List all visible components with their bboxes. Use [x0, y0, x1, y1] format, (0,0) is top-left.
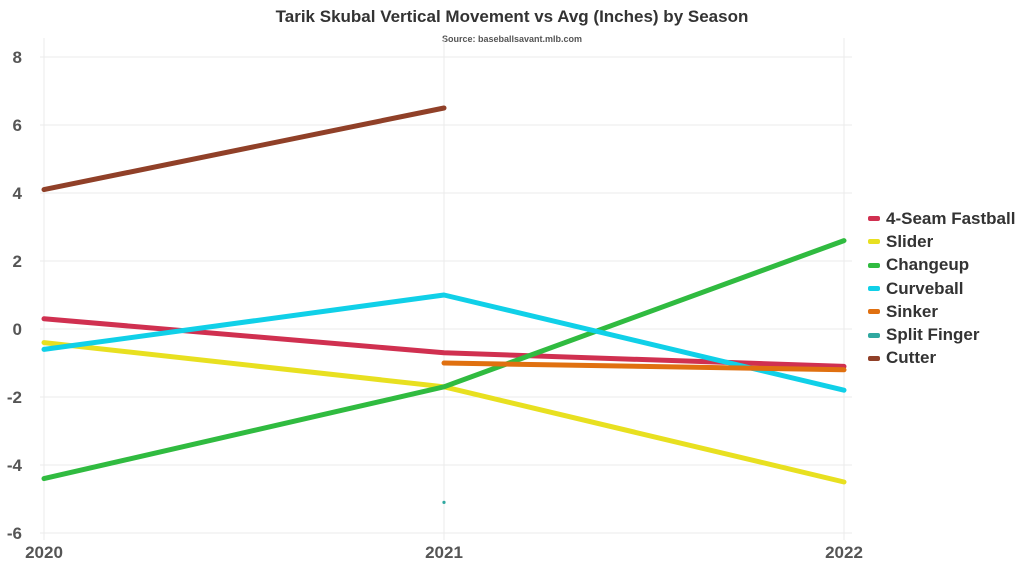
chart-title: Tarik Skubal Vertical Movement vs Avg (I…	[275, 7, 749, 26]
legend-label: Split Finger	[886, 325, 980, 345]
legend-label: Sinker	[886, 301, 938, 321]
y-tick-label: -6	[7, 524, 22, 543]
legend-label: 4-Seam Fastball	[886, 208, 1016, 228]
series-curveball	[41, 292, 847, 393]
legend-swatch	[868, 216, 880, 222]
legend-swatch	[868, 355, 880, 361]
y-tick-label: 2	[13, 252, 22, 271]
grid-lines	[40, 38, 852, 540]
legend: 4-Seam Fastball Slider Changeup Curveball Si…	[868, 207, 1015, 370]
legend-label: Cutter	[886, 348, 937, 368]
legend-item-slider: Slider	[868, 230, 1015, 253]
y-tick-label: 6	[13, 116, 22, 135]
legend-label: Curveball	[886, 278, 964, 298]
series-changeup	[41, 238, 847, 482]
series-line-sinker	[441, 360, 847, 373]
y-axis-ticks: 8 6 4 2 0 -2 -4 -6	[7, 48, 23, 543]
series-line-cutter	[41, 105, 447, 193]
y-tick-label: -2	[7, 388, 22, 407]
series-lines	[41, 105, 847, 504]
legend-item-sinker: Sinker	[868, 300, 1015, 323]
legend-swatch	[868, 262, 880, 268]
legend-item-changeup: Changeup	[868, 254, 1015, 277]
y-tick-label: -4	[7, 456, 23, 475]
series-sinker	[441, 360, 847, 373]
x-tick-label: 2020	[25, 543, 63, 562]
series-split-finger	[442, 500, 446, 504]
y-tick-label: 8	[13, 48, 22, 67]
x-tick-label: 2021	[425, 543, 463, 562]
x-axis-ticks: 2020 2021 2022	[25, 543, 863, 562]
x-tick-label: 2022	[825, 543, 863, 562]
chart-subtitle: Source: baseballsavant.mlb.com	[441, 34, 583, 44]
legend-swatch	[868, 309, 880, 315]
legend-swatch	[868, 239, 880, 245]
legend-item-curveball: Curveball	[868, 277, 1015, 300]
y-tick-label: 0	[13, 320, 22, 339]
legend-item-cutter: Cutter	[868, 347, 1015, 370]
legend-item-split-finger: Split Finger	[868, 323, 1015, 346]
legend-swatch	[868, 286, 880, 292]
y-tick-label: 4	[13, 184, 23, 203]
legend-item-4-seam-fastball: 4-Seam Fastball	[868, 207, 1015, 230]
series-cutter	[41, 105, 447, 193]
legend-swatch	[868, 332, 880, 338]
data-point-split-finger	[442, 500, 446, 504]
legend-label: Changeup	[886, 255, 970, 275]
legend-label: Slider	[886, 231, 934, 251]
